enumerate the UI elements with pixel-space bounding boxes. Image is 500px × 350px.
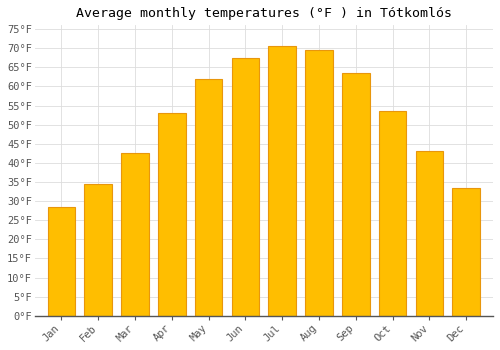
Bar (84, 184, 112, 316)
Bar (452, 188, 480, 316)
Bar (306, 50, 333, 316)
Title: Average monthly temperatures (°F ) in Tótkomlós: Average monthly temperatures (°F ) in Tó… (76, 7, 452, 20)
Bar (268, 46, 296, 316)
Bar (342, 73, 369, 316)
Bar (195, 79, 222, 316)
Bar (48, 207, 76, 316)
Bar (232, 58, 260, 316)
Bar (416, 152, 444, 316)
Bar (379, 111, 406, 316)
Bar (122, 153, 149, 316)
Bar (158, 113, 186, 316)
